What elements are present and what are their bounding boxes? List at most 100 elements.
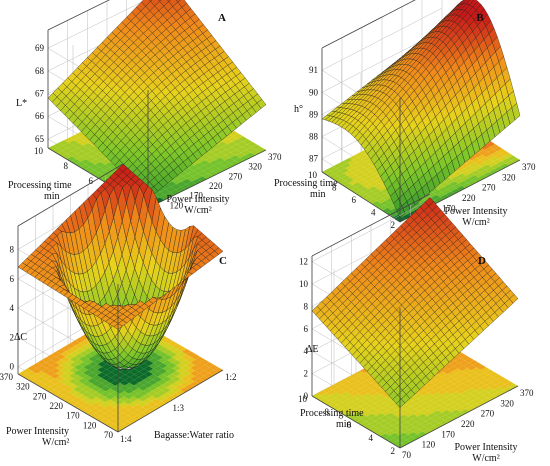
contour-cell bbox=[78, 372, 88, 379]
contour-cell bbox=[454, 178, 464, 184]
contour-cell bbox=[498, 156, 508, 162]
contour-cell bbox=[376, 413, 386, 419]
contour-cell bbox=[100, 391, 111, 397]
contour-cell bbox=[359, 174, 369, 180]
contour-cell bbox=[369, 385, 379, 391]
contour-cell bbox=[65, 343, 76, 349]
contour-cell bbox=[479, 372, 489, 378]
y-tick-label: 2 bbox=[391, 220, 396, 230]
x-tick-label: 170 bbox=[189, 191, 203, 201]
contour-cell bbox=[168, 346, 178, 352]
contour-cell bbox=[493, 146, 503, 152]
contour-cell bbox=[50, 362, 61, 368]
z-tick-label: 2 bbox=[304, 369, 309, 379]
contour-cell bbox=[163, 338, 173, 344]
contour-cell bbox=[436, 412, 446, 418]
contour-cell bbox=[355, 184, 365, 190]
contour-cell bbox=[453, 381, 464, 387]
contour-cell bbox=[79, 350, 89, 357]
contour-cell bbox=[129, 385, 139, 391]
contour-cell bbox=[439, 384, 449, 390]
contour-cell bbox=[361, 416, 371, 422]
contour-cell bbox=[491, 163, 501, 169]
contour-cell bbox=[114, 399, 124, 405]
contour-cell bbox=[456, 370, 466, 376]
contour-cell bbox=[444, 399, 454, 405]
contour-cell bbox=[114, 410, 124, 416]
contour-cell bbox=[340, 391, 350, 397]
z-tick-label: 8 bbox=[304, 301, 309, 311]
contour-cell bbox=[348, 396, 358, 402]
contour-cell bbox=[338, 379, 349, 385]
contour-cell bbox=[389, 432, 399, 439]
y-tick-label: 8 bbox=[332, 183, 337, 193]
contour-cell bbox=[483, 374, 493, 380]
contour-cell bbox=[357, 414, 367, 420]
contour-cell bbox=[421, 416, 431, 422]
contour-cell bbox=[475, 387, 485, 393]
response-surface bbox=[47, 0, 267, 200]
contour-cell bbox=[51, 351, 61, 357]
contour-cell bbox=[434, 417, 445, 424]
contour-cell bbox=[156, 401, 166, 407]
contour-cell bbox=[185, 378, 195, 385]
contour-cell bbox=[45, 370, 56, 377]
contour-cell bbox=[55, 365, 65, 371]
contour-cell bbox=[373, 195, 383, 201]
contour-cell bbox=[79, 345, 89, 351]
contour-cell bbox=[343, 170, 353, 176]
contour-cell bbox=[359, 186, 369, 192]
contour-cell bbox=[88, 367, 98, 373]
contour-cell bbox=[41, 357, 52, 363]
contour-cell bbox=[413, 429, 423, 435]
contour-cell bbox=[482, 164, 492, 170]
contour-cell bbox=[489, 156, 499, 162]
contour-cell bbox=[326, 389, 337, 396]
axis-edge bbox=[321, 0, 416, 49]
y-tick-label: 4 bbox=[371, 208, 376, 218]
contour-cell bbox=[152, 393, 162, 399]
contour-cell bbox=[251, 144, 262, 150]
contour-cell bbox=[71, 153, 82, 159]
contour-cell bbox=[101, 375, 111, 381]
contour-cell bbox=[65, 353, 75, 360]
contour-cell bbox=[435, 382, 445, 388]
contour-cell bbox=[496, 148, 506, 154]
contour-cell bbox=[409, 408, 419, 415]
contour-cell bbox=[170, 392, 181, 399]
contour-cell bbox=[188, 170, 198, 177]
contour-cell bbox=[204, 162, 214, 169]
contour-cell bbox=[469, 390, 480, 396]
contour-cell bbox=[103, 172, 114, 179]
contour-cell bbox=[186, 357, 196, 363]
contour-cell bbox=[412, 434, 422, 440]
contour-cell bbox=[457, 365, 468, 371]
contour-cell bbox=[165, 186, 176, 193]
contour-cell bbox=[349, 409, 359, 415]
contour-cell bbox=[92, 375, 102, 381]
contour-cell bbox=[87, 383, 97, 389]
contour-cell bbox=[186, 351, 196, 357]
z-tick-label: 65 bbox=[35, 134, 45, 144]
contour-cell bbox=[459, 396, 469, 402]
axis-edge bbox=[17, 373, 119, 433]
contour-cell bbox=[220, 155, 231, 161]
contour-cell bbox=[167, 362, 177, 369]
contour-cell bbox=[202, 173, 213, 179]
contour-cell bbox=[181, 354, 191, 360]
contour-cell bbox=[467, 383, 477, 389]
contour-cell bbox=[492, 374, 502, 380]
contour-cell bbox=[434, 197, 444, 203]
y-tick-label: 10 bbox=[298, 394, 308, 404]
contour-cell bbox=[365, 171, 375, 177]
contour-cell bbox=[194, 162, 205, 169]
contour-cell bbox=[393, 417, 403, 423]
contour-cell bbox=[448, 384, 458, 390]
contour-cell bbox=[82, 380, 93, 387]
contour-cell bbox=[461, 385, 472, 392]
y-tick-label: 320 bbox=[16, 382, 30, 392]
contour-cell bbox=[69, 367, 79, 373]
contour-cell bbox=[380, 200, 390, 206]
contour-cell bbox=[451, 391, 461, 397]
contour-cell bbox=[86, 399, 96, 406]
